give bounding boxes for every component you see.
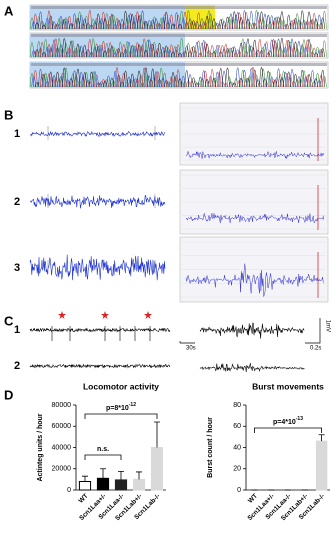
spectrogram-trace	[185, 263, 325, 297]
scale-bar	[179, 341, 195, 344]
significance-exponent: -12	[129, 402, 136, 408]
trace-label: 2	[14, 196, 20, 208]
spectrogram-trace	[185, 213, 325, 224]
seizure-marker	[101, 311, 109, 319]
significance-label: p=8*10-12	[106, 402, 136, 412]
chromatogram-peaks	[34, 67, 325, 88]
error-bar	[82, 475, 88, 482]
y-tick-label: 0	[237, 487, 241, 494]
y-tick-label: 40000	[52, 444, 72, 451]
trace-label: 1	[14, 324, 20, 336]
chart-title: Burst movements	[252, 381, 324, 391]
y-tick-label: 60	[233, 423, 241, 430]
eeg-trace	[29, 254, 166, 281]
y-tick-label: 20	[233, 466, 241, 473]
y-tick-label: 0	[67, 487, 71, 494]
eeg-trace	[29, 130, 166, 138]
significance-text: p=4*10	[273, 419, 296, 426]
significance-bracket	[84, 454, 122, 460]
panel-label: D	[4, 387, 13, 402]
chromatogram-peaks	[34, 37, 325, 58]
eeg-trace	[29, 327, 171, 333]
eeg-trace	[29, 363, 171, 369]
sequence-text	[31, 6, 327, 9]
scale-label: 30s	[186, 346, 196, 352]
bar	[132, 478, 146, 491]
scale-label: 1mV	[324, 320, 330, 332]
significance-text: n.s.	[97, 446, 109, 453]
chromatogram-peaks	[31, 67, 322, 88]
significance-bracket	[84, 413, 158, 419]
trace-label: 3	[14, 262, 20, 274]
bar	[150, 447, 164, 491]
y-tick-label: 40	[233, 444, 241, 451]
trace-label: 2	[14, 360, 20, 372]
y-axis-label: Actinteg units / hour	[37, 413, 44, 481]
error-bar	[100, 468, 106, 479]
error-bar	[154, 421, 160, 448]
panel-label: B	[4, 107, 13, 122]
significance-exponent: -13	[296, 416, 303, 422]
y-tick-label: 60000	[52, 423, 72, 430]
x-tick-label: WT	[78, 493, 90, 505]
significance-bracket	[254, 427, 322, 433]
y-tick-label: 80000	[52, 402, 72, 409]
panel-label: C	[4, 313, 14, 328]
error-bar	[118, 471, 124, 480]
spectrogram-trace	[185, 150, 325, 159]
bar	[78, 481, 92, 491]
seizure-marker	[144, 311, 152, 319]
y-tick-label: 80	[233, 402, 241, 409]
sequence-text	[31, 63, 327, 66]
chromatogram-peaks	[31, 10, 322, 30]
chromatogram-peaks	[34, 10, 325, 30]
significance-label: p=4*10-13	[273, 416, 303, 426]
y-tick-label: 20000	[52, 466, 72, 473]
trace-label: 1	[14, 128, 20, 140]
y-axis-label: Burst count / hour	[207, 417, 214, 478]
bar	[114, 479, 128, 491]
panel-label: A	[4, 3, 14, 18]
error-bar	[136, 471, 142, 480]
chart-title: Locomotor activity	[83, 381, 159, 391]
significance-label: n.s.	[97, 446, 109, 453]
eeg-trace	[30, 194, 166, 209]
bar	[315, 440, 328, 491]
x-tick-label: WT	[247, 493, 259, 505]
scale-bar	[305, 318, 321, 344]
error-bar	[318, 434, 325, 442]
chromatogram-peaks	[29, 9, 327, 30]
eeg-zoom-trace	[199, 363, 305, 373]
scale-label: 0.2s	[310, 346, 321, 352]
bar	[96, 477, 110, 491]
significance-text: p=8*10	[106, 405, 129, 412]
eeg-zoom-trace	[199, 322, 305, 339]
seizure-marker	[58, 311, 66, 319]
sequence-text	[31, 34, 327, 37]
